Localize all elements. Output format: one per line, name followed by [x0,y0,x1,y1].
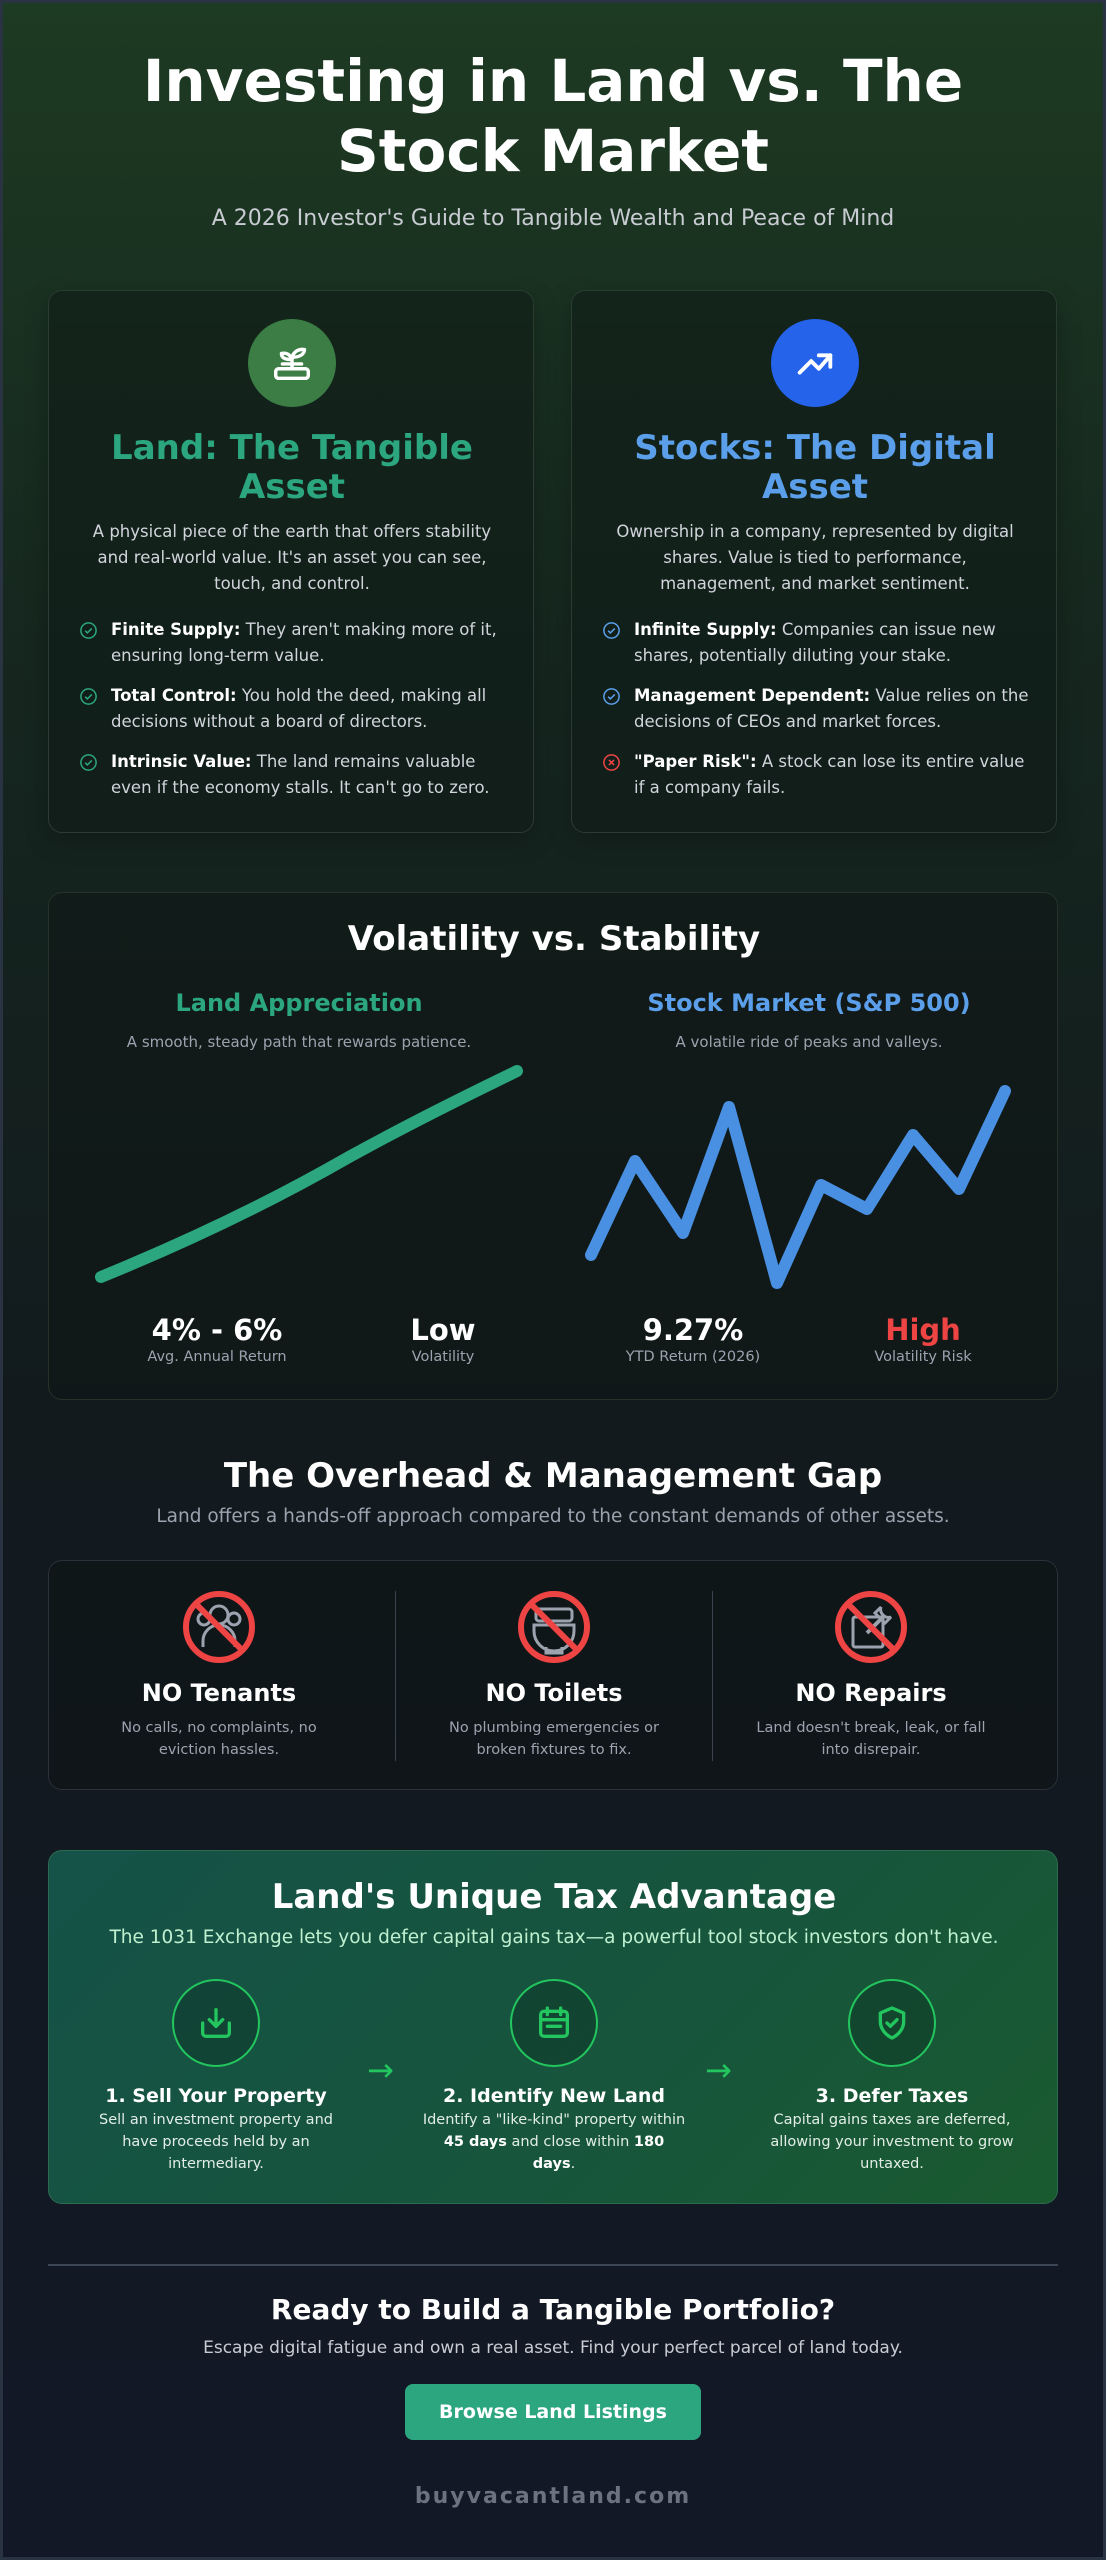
overhead-title: The Overhead & Management Gap [223,1456,883,1496]
arrow-right-icon: → [705,2051,732,2089]
download-box-icon [172,1979,260,2067]
divider [395,1591,396,1761]
list-item: Management Dependent: Value relies on th… [602,683,1032,735]
volatility-section: Volatility vs. Stability Land Appreciati… [48,892,1058,1400]
arrow-right-icon: → [367,2051,394,2089]
tax-subtitle: The 1031 Exchange lets you defer capital… [109,1927,999,1948]
x-circle-icon [603,754,620,771]
tax-step-3: 3. Defer Taxes Capital gains taxes are d… [752,1979,1032,2175]
no-toilets-icon [518,1591,590,1663]
list-item: Total Control: You hold the deed, making… [79,683,509,735]
stock-card: Stocks: The Digital Asset Ownership in a… [571,290,1057,833]
land-return-stat: 4% - 6% Avg. Annual Return [147,1313,287,1365]
overhead-panel: NO Tenants No calls, no complaints, no e… [48,1560,1058,1790]
hero-header: Investing in Land vs. The Stock Market A… [0,46,1106,231]
no-toilets-item: NO Toilets No plumbing emergencies or br… [396,1561,712,1791]
site-url: buyvacantland.com [414,2484,692,2509]
volatility-illustration [95,1065,1011,1289]
check-circle-icon [603,622,620,639]
no-tenants-icon [183,1591,255,1663]
browse-land-listings-button[interactable]: Browse Land Listings [405,2384,701,2440]
volatility-title: Volatility vs. Stability [347,919,761,959]
no-repairs-icon [835,1591,907,1663]
land-appreciation-title: Land Appreciation [175,989,423,1017]
land-card-title: Land: The Tangible Asset [111,428,473,507]
tax-step-1: 1. Sell Your Property Sell an investment… [76,1979,356,2175]
stock-card-title: Stocks: The Digital Asset [634,428,996,507]
cta-subtitle: Escape digital fatigue and own a real as… [203,2338,903,2358]
shield-check-icon [848,1979,936,2067]
sprout-icon [248,319,336,407]
list-item: Finite Supply: They aren't making more o… [79,617,509,669]
land-appreciation-subtitle: A smooth, steady path that rewards patie… [126,1033,472,1051]
land-trend-line [95,1065,523,1283]
stock-volatility-stat: High Volatility Risk [874,1313,972,1365]
list-item: "Paper Risk": A stock can lose its entir… [602,749,1032,801]
list-item: Intrinsic Value: The land remains valuab… [79,749,509,801]
check-circle-icon [80,622,97,639]
no-tenants-item: NO Tenants No calls, no complaints, no e… [61,1561,377,1791]
land-card: Land: The Tangible Asset A physical piec… [48,290,534,833]
tax-advantage-section: Land's Unique Tax Advantage The 1031 Exc… [48,1850,1058,2204]
trending-up-icon [771,319,859,407]
stock-card-description: Ownership in a company, represented by d… [616,522,1014,593]
stock-points-list: Infinite Supply: Companies can issue new… [602,617,1032,815]
page-subtitle: A 2026 Investor's Guide to Tangible Weal… [211,206,895,231]
tax-step-2: 2. Identify New Land Identify a "like-ki… [414,1979,694,2175]
check-circle-icon [603,688,620,705]
tax-title: Land's Unique Tax Advantage [271,1877,837,1917]
check-circle-icon [80,688,97,705]
land-volatility-stat: Low Volatility [410,1313,476,1365]
stock-market-title: Stock Market (S&P 500) [647,989,971,1017]
land-points-list: Finite Supply: They aren't making more o… [79,617,509,815]
section-divider [48,2264,1058,2266]
stock-trend-line [585,1085,1011,1289]
no-repairs-item: NO Repairs Land doesn't break, leak, or … [713,1561,1029,1791]
stock-market-subtitle: A volatile ride of peaks and valleys. [675,1033,943,1051]
land-card-description: A physical piece of the earth that offer… [92,522,492,593]
calendar-icon [510,1979,598,2067]
overhead-subtitle: Land offers a hands-off approach compare… [156,1506,950,1527]
page-title: Investing in Land vs. The Stock Market [142,47,964,185]
list-item: Infinite Supply: Companies can issue new… [602,617,1032,669]
check-circle-icon [80,754,97,771]
divider [712,1591,713,1761]
cta-title: Ready to Build a Tangible Portfolio? [270,2293,836,2326]
stock-return-stat: 9.27% YTD Return (2026) [625,1313,761,1365]
